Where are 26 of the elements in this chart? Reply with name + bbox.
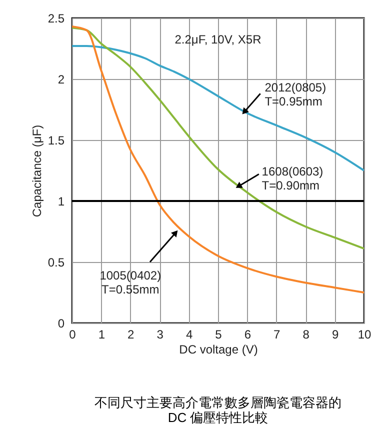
x-tick-label: 3 [156,328,164,342]
x-tick-label: 0 [69,328,76,342]
x-axis-title: DC voltage (V) [179,342,258,356]
y-axis-title: Capacitance (μF) [30,124,44,218]
y-tick-label: 2.5 [48,12,65,26]
x-tick-label: 2 [128,328,135,342]
line-series [72,26,364,294]
annotation: 2.2μF, 10V, X5R [174,32,262,46]
annotation: 1005(0402) T=0.55mm [100,268,162,296]
y-tick-label: 1.5 [48,134,65,148]
y-tick-label: 2 [58,72,65,86]
x-tick-label: 9 [332,328,339,342]
annotation: 2012(0805) T=0.95mm [264,80,326,109]
line-series [72,26,364,250]
x-tick-label: 5 [215,328,222,342]
x-tick-label: 6 [244,328,252,342]
y-tick-label: 0 [58,316,65,330]
y-tick-label: 0.5 [48,256,65,270]
x-tick-label: 8 [302,328,310,342]
annotation: 1608(0603) T=0.90mm [262,164,324,193]
x-tick-label: 7 [274,328,281,342]
x-tick-label: 1 [98,328,106,342]
x-tick-label: 10 [358,328,372,342]
text: 不同尺寸主要高介電常數多層陶瓷電容器的 DC 偏壓特性比較 [94,395,342,425]
x-tick-label: 4 [186,328,193,342]
y-tick-label: 1 [58,194,65,208]
